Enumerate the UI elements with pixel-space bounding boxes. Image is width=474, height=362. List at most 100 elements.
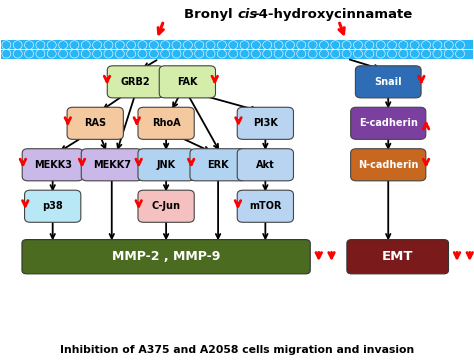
Ellipse shape	[104, 41, 113, 49]
Text: GRB2: GRB2	[120, 77, 150, 87]
Ellipse shape	[218, 49, 227, 58]
Ellipse shape	[365, 41, 374, 49]
Ellipse shape	[149, 49, 158, 58]
Text: p38: p38	[42, 201, 63, 211]
Ellipse shape	[161, 49, 170, 58]
Text: C-Jun: C-Jun	[152, 201, 181, 211]
FancyBboxPatch shape	[351, 107, 426, 139]
FancyBboxPatch shape	[356, 66, 421, 98]
FancyBboxPatch shape	[22, 149, 83, 181]
Ellipse shape	[388, 41, 397, 49]
Ellipse shape	[274, 49, 283, 58]
Ellipse shape	[25, 41, 34, 49]
FancyBboxPatch shape	[81, 149, 142, 181]
Ellipse shape	[342, 41, 351, 49]
Ellipse shape	[127, 41, 136, 49]
Ellipse shape	[183, 41, 192, 49]
Ellipse shape	[195, 49, 204, 58]
Ellipse shape	[297, 41, 306, 49]
Ellipse shape	[240, 49, 249, 58]
Text: MMP-2 , MMP-9: MMP-2 , MMP-9	[112, 250, 220, 263]
Ellipse shape	[399, 49, 408, 58]
Ellipse shape	[138, 41, 147, 49]
Ellipse shape	[36, 41, 45, 49]
Text: Akt: Akt	[256, 160, 275, 170]
Ellipse shape	[388, 49, 397, 58]
Ellipse shape	[354, 49, 363, 58]
Ellipse shape	[172, 41, 181, 49]
Ellipse shape	[297, 49, 306, 58]
Ellipse shape	[319, 49, 328, 58]
Ellipse shape	[274, 41, 283, 49]
FancyBboxPatch shape	[107, 66, 164, 98]
Ellipse shape	[161, 41, 170, 49]
Ellipse shape	[36, 49, 45, 58]
Text: MEKK7: MEKK7	[93, 160, 131, 170]
FancyBboxPatch shape	[351, 149, 426, 181]
Ellipse shape	[229, 49, 237, 58]
Bar	[0, 40, 474, 59]
Ellipse shape	[218, 41, 227, 49]
Text: RhoA: RhoA	[152, 118, 181, 128]
Ellipse shape	[410, 41, 419, 49]
Text: N-cadherin: N-cadherin	[358, 160, 419, 170]
Ellipse shape	[59, 49, 68, 58]
Ellipse shape	[456, 49, 465, 58]
Ellipse shape	[331, 41, 340, 49]
Text: MEKK3: MEKK3	[34, 160, 72, 170]
Text: -4-hydroxycinnamate: -4-hydroxycinnamate	[254, 8, 413, 21]
Ellipse shape	[115, 41, 124, 49]
Ellipse shape	[138, 49, 147, 58]
Ellipse shape	[376, 49, 385, 58]
Ellipse shape	[331, 49, 340, 58]
Ellipse shape	[206, 49, 215, 58]
FancyBboxPatch shape	[159, 66, 216, 98]
Ellipse shape	[92, 41, 101, 49]
Ellipse shape	[240, 41, 249, 49]
FancyBboxPatch shape	[237, 149, 293, 181]
FancyBboxPatch shape	[22, 240, 310, 274]
Text: JNK: JNK	[156, 160, 176, 170]
Ellipse shape	[104, 49, 113, 58]
FancyBboxPatch shape	[138, 149, 194, 181]
Text: EMT: EMT	[382, 250, 413, 263]
Ellipse shape	[70, 41, 79, 49]
Text: mTOR: mTOR	[249, 201, 282, 211]
Text: FAK: FAK	[177, 77, 198, 87]
Ellipse shape	[2, 49, 11, 58]
Text: Bronyl: Bronyl	[184, 8, 237, 21]
Ellipse shape	[421, 41, 430, 49]
Ellipse shape	[251, 49, 260, 58]
Text: Snail: Snail	[374, 77, 402, 87]
Ellipse shape	[81, 41, 90, 49]
Ellipse shape	[263, 41, 272, 49]
Ellipse shape	[195, 41, 204, 49]
Ellipse shape	[47, 49, 56, 58]
Text: RAS: RAS	[84, 118, 106, 128]
Ellipse shape	[410, 49, 419, 58]
FancyBboxPatch shape	[138, 190, 194, 222]
Ellipse shape	[59, 41, 68, 49]
Ellipse shape	[308, 41, 317, 49]
Ellipse shape	[229, 41, 237, 49]
Ellipse shape	[354, 41, 363, 49]
Ellipse shape	[70, 49, 79, 58]
Ellipse shape	[365, 49, 374, 58]
Text: PI3K: PI3K	[253, 118, 278, 128]
Ellipse shape	[456, 41, 465, 49]
Ellipse shape	[92, 49, 101, 58]
Ellipse shape	[2, 41, 11, 49]
Ellipse shape	[206, 41, 215, 49]
FancyBboxPatch shape	[347, 240, 448, 274]
FancyBboxPatch shape	[237, 190, 293, 222]
Ellipse shape	[172, 49, 181, 58]
Ellipse shape	[285, 41, 294, 49]
Ellipse shape	[251, 41, 260, 49]
FancyBboxPatch shape	[237, 107, 293, 139]
Ellipse shape	[81, 49, 90, 58]
Text: ERK: ERK	[207, 160, 229, 170]
Ellipse shape	[13, 49, 22, 58]
FancyBboxPatch shape	[25, 190, 81, 222]
Ellipse shape	[127, 49, 136, 58]
Ellipse shape	[444, 41, 453, 49]
